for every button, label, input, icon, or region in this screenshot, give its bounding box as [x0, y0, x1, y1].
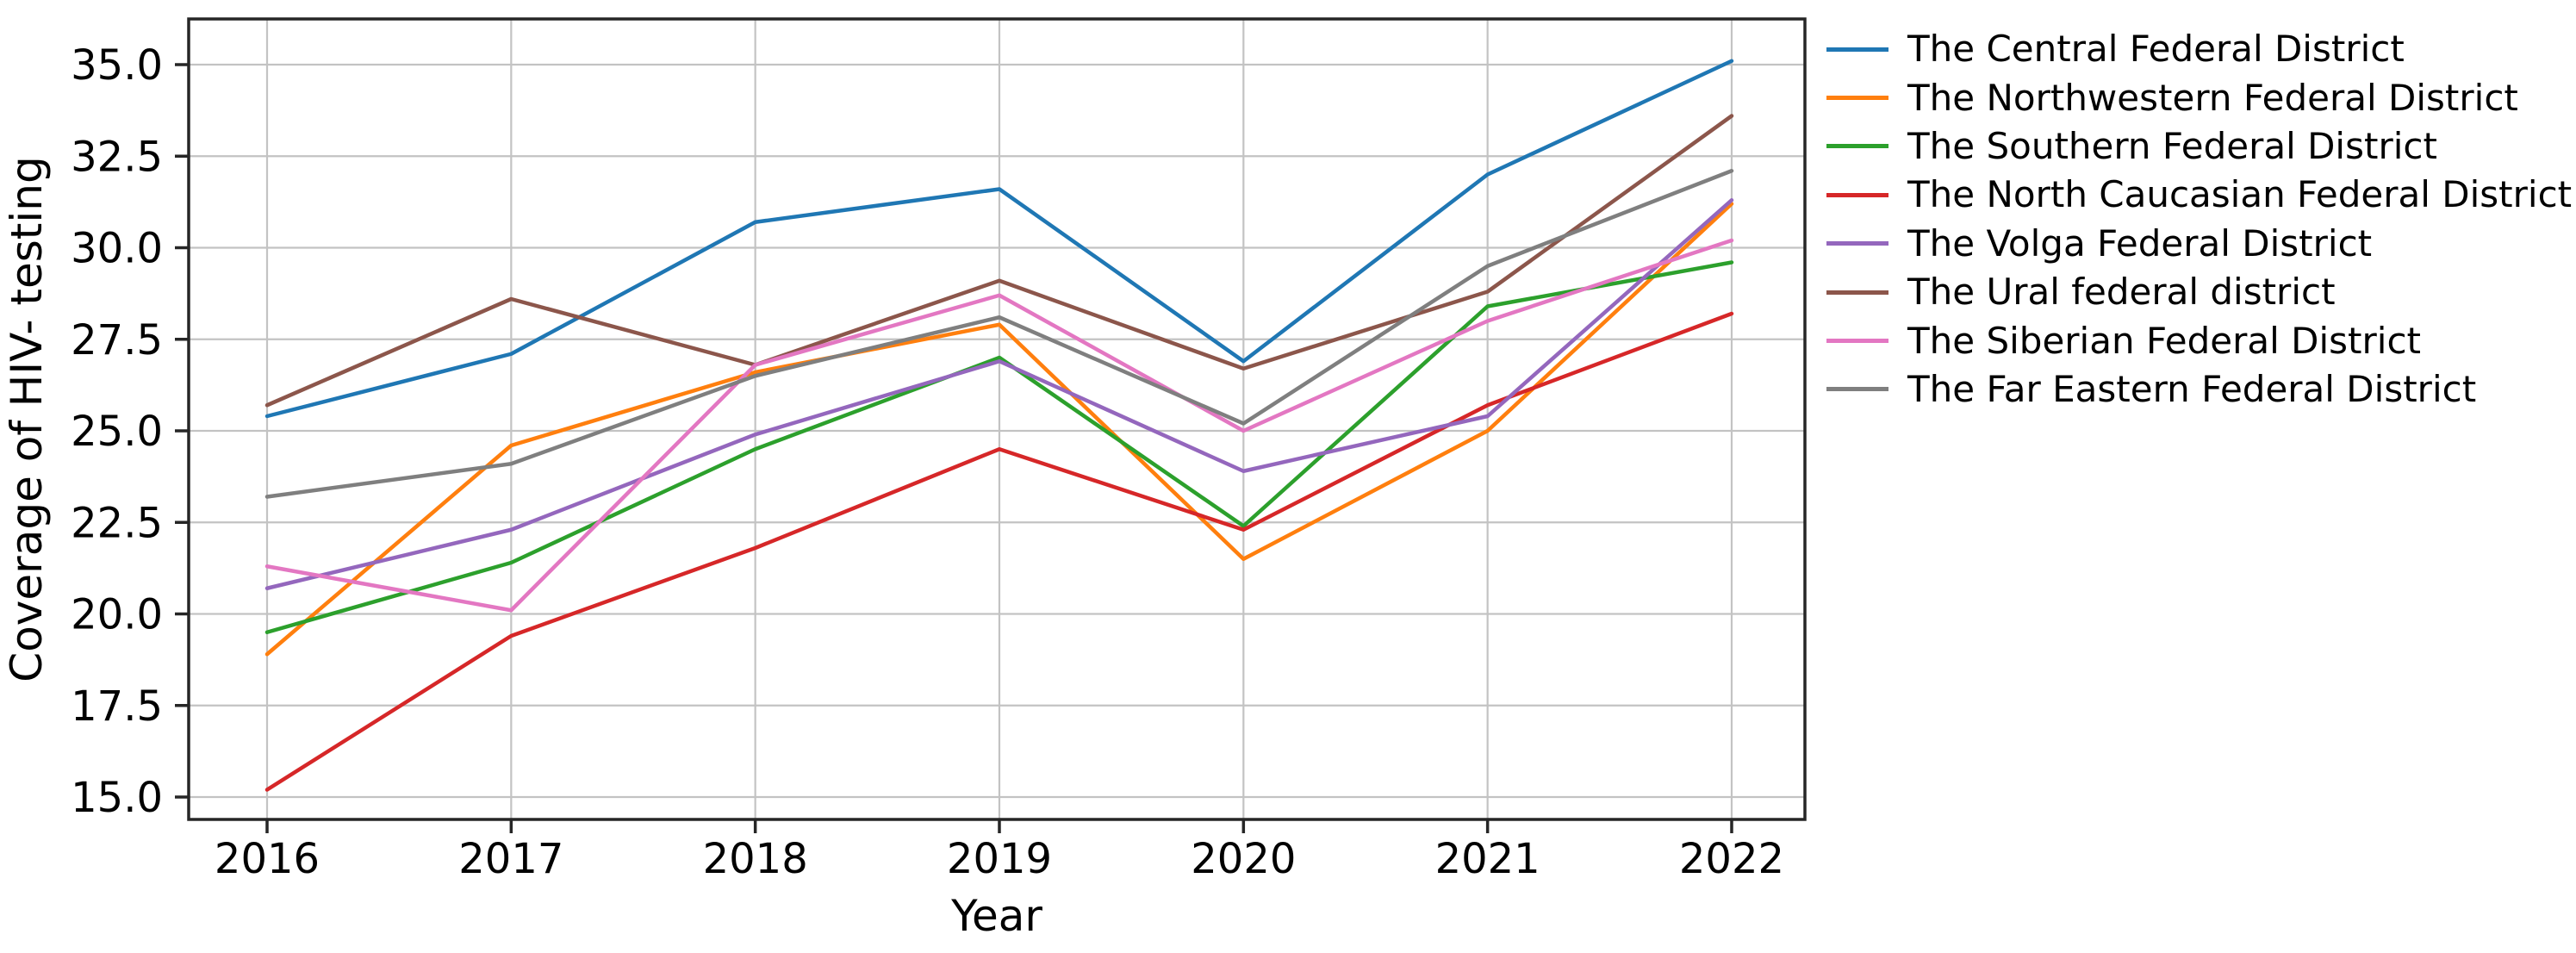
legend-label: The Northwestern Federal District: [1907, 76, 2518, 119]
legend-label: The Southern Federal District: [1907, 124, 2437, 167]
y-tick-label: 35.0: [71, 41, 163, 90]
legend-line-swatch: [1826, 290, 1888, 295]
x-tick-label: 2020: [1191, 835, 1296, 883]
legend: The Central Federal District The Northwe…: [1826, 25, 2572, 414]
legend-line-swatch: [1826, 387, 1888, 392]
y-tick-label: 15.0: [71, 774, 163, 822]
legend-label: The Siberian Federal District: [1907, 319, 2422, 362]
x-axis-label: Year: [950, 891, 1042, 941]
legend-item: The Southern Federal District: [1826, 122, 2572, 171]
legend-line-swatch: [1826, 241, 1888, 246]
x-tick-label: 2022: [1679, 835, 1784, 883]
y-tick-label: 20.0: [71, 591, 163, 639]
series-line-7: [264, 169, 1734, 499]
series-line-5: [264, 114, 1734, 408]
legend-line-swatch: [1826, 192, 1888, 197]
legend-line-swatch: [1826, 47, 1888, 52]
legend-item: The Central Federal District: [1826, 25, 2572, 73]
series-line-6: [264, 238, 1734, 613]
y-tick-label: 30.0: [71, 225, 163, 273]
legend-label: The North Caucasian Federal District: [1907, 173, 2573, 216]
series-line-0: [264, 59, 1734, 419]
legend-line-swatch: [1826, 96, 1888, 101]
y-tick-label: 32.5: [71, 133, 163, 181]
legend-item: The Siberian Federal District: [1826, 316, 2572, 364]
legend-item: The Volga Federal District: [1826, 220, 2572, 268]
series-line-1: [264, 202, 1734, 657]
y-axis-label: Coverage of HIV- testing: [2, 156, 52, 682]
plot-border: [187, 17, 1807, 821]
legend-line-swatch: [1826, 339, 1888, 344]
legend-label: The Volga Federal District: [1907, 221, 2373, 265]
y-tick-label: 25.0: [71, 408, 163, 456]
x-tick-label: 2016: [215, 835, 320, 883]
series-line-2: [264, 260, 1734, 634]
series-line-4: [264, 198, 1734, 590]
x-tick-label: 2019: [947, 835, 1052, 883]
x-tick-label: 2021: [1435, 835, 1540, 883]
legend-item: The Ural federal district: [1826, 268, 2572, 316]
legend-label: The Far Eastern Federal District: [1907, 367, 2477, 410]
legend-item: The North Caucasian Federal District: [1826, 171, 2572, 219]
legend-item: The Northwestern Federal District: [1826, 73, 2572, 121]
legend-label: The Central Federal District: [1907, 28, 2405, 71]
x-tick-label: 2017: [458, 835, 563, 883]
legend-line-swatch: [1826, 144, 1888, 149]
series-line-3: [264, 311, 1734, 792]
y-tick-label: 22.5: [71, 499, 163, 547]
legend-label: The Ural federal district: [1907, 271, 2336, 314]
y-tick-label: 27.5: [71, 316, 163, 364]
legend-item: The Far Eastern Federal District: [1826, 365, 2572, 414]
x-tick-label: 2018: [703, 835, 808, 883]
y-tick-label: 17.5: [71, 682, 163, 731]
